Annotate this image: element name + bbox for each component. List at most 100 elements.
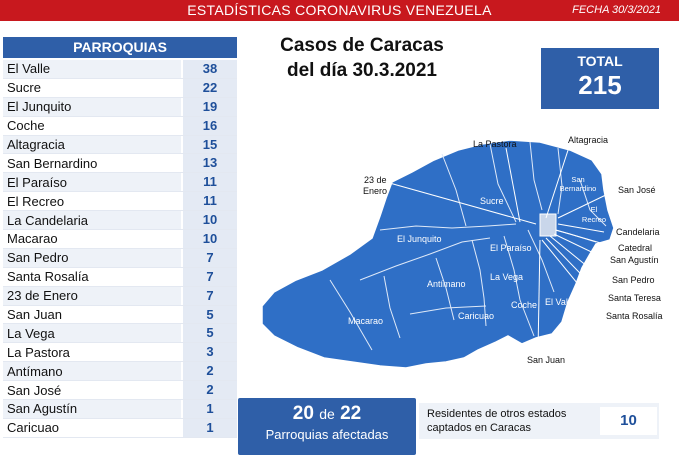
- label-la-vega: La Vega: [490, 272, 523, 282]
- callout-san-jose: San José: [618, 185, 656, 195]
- total-box: TOTAL 215: [541, 48, 659, 109]
- table-row: El Valle 38: [3, 60, 237, 79]
- total-value: 215: [578, 70, 622, 100]
- residents-value: 10: [600, 407, 657, 435]
- label-san-bernardino-1: San: [571, 175, 584, 184]
- parish-name: San Juan: [7, 307, 62, 323]
- banner-date: FECHA 30/3/2021: [572, 4, 661, 16]
- table-row: Coche 16: [3, 116, 237, 136]
- parish-name: Sucre: [7, 80, 41, 96]
- label-coche: Coche: [511, 300, 537, 310]
- parish-name: San José: [7, 382, 62, 398]
- table-row: Sucre 22: [3, 78, 237, 98]
- parish-name: Altagracia: [7, 137, 65, 152]
- affected-count: 20: [292, 403, 314, 424]
- map-labels-inside: Sucre El Junquito El Paraíso La Vega Ant…: [348, 196, 575, 326]
- table-row: San Agustín 1: [3, 400, 237, 419]
- caracas-map: Sucre El Junquito El Paraíso La Vega Ant…: [261, 135, 663, 369]
- callout-san-agustin: San Agustín: [610, 255, 659, 265]
- parish-cases: 10: [181, 211, 237, 230]
- table-row: El Recreo 11: [3, 192, 237, 212]
- table-row: La Vega 5: [3, 324, 237, 344]
- parish-name: La Pastora: [7, 344, 70, 360]
- callout-san-juan: San Juan: [527, 355, 565, 365]
- callout-san-pedro: San Pedro: [612, 275, 655, 285]
- parish-name: San Bernardino: [7, 155, 98, 171]
- label-el-recreo-2: Recreo: [582, 215, 606, 224]
- affected-of-word: de: [319, 406, 335, 422]
- header-banner: ESTADÍSTICAS CORONAVIRUS VENEZUELA FECHA…: [0, 0, 679, 21]
- parish-name: Caricuao: [7, 420, 60, 436]
- banner-title: ESTADÍSTICAS CORONAVIRUS VENEZUELA: [187, 2, 492, 18]
- table-row: El Junquito 19: [3, 97, 237, 117]
- total-label: TOTAL: [577, 53, 623, 69]
- callout-catedral: Catedral: [618, 243, 652, 253]
- label-macarao: Macarao: [348, 316, 383, 326]
- parish-cases: 38: [181, 60, 237, 78]
- parish-cases: 22: [181, 78, 237, 97]
- residents-box: Residentes de otros estados captados en …: [419, 403, 659, 439]
- parish-cases: 19: [181, 97, 237, 116]
- parish-cases: 1: [181, 418, 237, 437]
- callout-candelaria: Candelaria: [616, 227, 660, 237]
- parish-cases: 10: [181, 230, 237, 248]
- parish-cases: 7: [181, 267, 237, 286]
- parish-cases: 5: [181, 324, 237, 343]
- parish-cases: 5: [181, 305, 237, 324]
- table-row: La Candelaria 10: [3, 211, 237, 231]
- label-sucre: Sucre: [480, 196, 504, 206]
- parish-cases: 2: [181, 381, 237, 400]
- parish-cases: 7: [181, 286, 237, 305]
- parish-cases: 13: [181, 154, 237, 173]
- callout-santa-teresa: Santa Teresa: [608, 293, 661, 303]
- centro-district: [539, 213, 557, 237]
- table-row: La Pastora 3: [3, 343, 237, 363]
- affected-count-line: 20 de 22: [238, 403, 416, 425]
- table-row: El Paraíso 11: [3, 173, 237, 193]
- parish-cases: 11: [181, 173, 237, 192]
- title-line-2: del día 30.3.2021: [287, 60, 437, 81]
- table-row: Caricuao 1: [3, 418, 237, 438]
- callout-23-de-enero-2: Enero: [363, 186, 387, 196]
- parish-cases: 2: [181, 362, 237, 381]
- callout-altagracia: Altagracia: [568, 135, 608, 145]
- parish-cases: 3: [181, 343, 237, 362]
- table-row: San Pedro 7: [3, 248, 237, 268]
- label-caricuao: Caricuao: [458, 311, 494, 321]
- label-el-paraiso: El Paraíso: [490, 243, 532, 253]
- table-row: 23 de Enero 7: [3, 286, 237, 306]
- parish-name: El Junquito: [7, 99, 72, 115]
- parish-name: 23 de Enero: [7, 288, 78, 304]
- callout-23-de-enero-1: 23 de: [364, 175, 387, 185]
- callout-la-pastora: La Pastora: [473, 139, 517, 149]
- table-row: San Bernardino 13: [3, 154, 237, 174]
- parish-cases: 7: [181, 248, 237, 267]
- label-el-valle: El Valle: [545, 297, 575, 307]
- affected-parishes-box: 20 de 22 Parroquias afectadas: [238, 398, 416, 455]
- table-row: San Juan 5: [3, 305, 237, 325]
- page-title: Casos de Caracas del día 30.3.2021: [262, 33, 462, 83]
- parish-cases: 15: [181, 135, 237, 154]
- parish-name: El Recreo: [7, 193, 65, 209]
- parish-cases: 11: [181, 192, 237, 211]
- parish-name: San Pedro: [7, 250, 69, 266]
- parish-name: La Candelaria: [7, 212, 88, 228]
- parish-name: Macarao: [7, 231, 58, 247]
- title-line-1: Casos de Caracas: [280, 35, 444, 56]
- table-row: Macarao 10: [3, 230, 237, 249]
- parish-cases: 16: [181, 116, 237, 135]
- callout-santa-rosalia: Santa Rosalía: [606, 311, 663, 321]
- table-row: San José 2: [3, 381, 237, 401]
- residents-label: Residentes de otros estados captados en …: [427, 408, 567, 434]
- parish-name: El Paraíso: [7, 174, 67, 190]
- parroquias-table: El Valle 38 Sucre 22 El Junquito 19 Coche 16 Alt…: [3, 60, 237, 438]
- table-row: Altagracia 15: [3, 135, 237, 155]
- label-el-recreo-1: El: [591, 205, 598, 214]
- label-san-bernardino-2: Bernardino: [560, 184, 597, 193]
- parish-name: Antímano: [7, 363, 63, 379]
- parroquias-header: PARROQUIAS: [3, 37, 237, 58]
- map-labels-small: San Bernardino El Recreo: [560, 175, 606, 224]
- label-antimano: Antímano: [427, 279, 466, 289]
- affected-label: Parroquias afectadas: [265, 427, 389, 442]
- parish-borders: [329, 141, 607, 351]
